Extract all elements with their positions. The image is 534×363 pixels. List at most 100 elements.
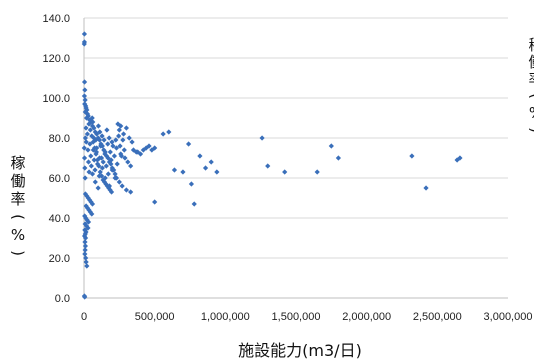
data-point xyxy=(202,165,209,171)
y-tick-label: 80.0 xyxy=(49,133,70,145)
right-axis-title-char: 稼 xyxy=(528,36,534,54)
data-point xyxy=(185,141,192,147)
data-point xyxy=(120,131,127,137)
data-point xyxy=(106,135,112,141)
data-point xyxy=(88,199,94,205)
data-point xyxy=(92,179,98,185)
data-point xyxy=(85,219,92,225)
data-point xyxy=(328,143,334,149)
data-point xyxy=(82,175,88,181)
data-point xyxy=(82,251,88,257)
x-tick-label: 1,500,000 xyxy=(272,311,321,323)
data-point xyxy=(116,133,122,139)
x-tick-labels: 0 500,000 1,000,000 1,500,000 2,000,000 2,500… xyxy=(81,311,533,323)
data-point xyxy=(102,175,108,181)
data-point xyxy=(82,239,88,245)
data-point xyxy=(105,171,111,177)
data-point xyxy=(82,101,88,107)
data-point xyxy=(109,167,115,173)
data-point xyxy=(85,159,92,165)
right-axis-title-char: ( xyxy=(527,93,534,99)
data-point xyxy=(87,141,93,147)
data-point xyxy=(99,165,105,171)
y-tick-label: 100.0 xyxy=(42,93,70,105)
right-axis-title: 稼働率 (%) xyxy=(527,36,534,133)
data-point xyxy=(98,155,105,161)
data-point xyxy=(82,97,88,103)
data-point xyxy=(335,155,341,161)
data-point xyxy=(160,131,166,137)
data-point xyxy=(191,201,197,207)
data-point xyxy=(91,125,97,131)
data-point xyxy=(180,169,186,175)
data-point xyxy=(106,183,113,189)
data-point xyxy=(409,153,415,159)
data-point xyxy=(152,145,158,151)
data-point xyxy=(93,149,100,155)
data-point xyxy=(101,179,108,185)
data-point xyxy=(84,131,90,137)
data-point xyxy=(105,141,111,147)
data-point xyxy=(89,211,95,217)
data-point xyxy=(82,165,88,171)
data-point xyxy=(95,135,101,141)
x-tick-label: 1,000,000 xyxy=(201,311,250,323)
data-point xyxy=(82,213,88,219)
data-point xyxy=(96,173,102,179)
data-point xyxy=(96,137,103,143)
data-point xyxy=(113,137,119,143)
data-point xyxy=(83,255,89,261)
data-point xyxy=(91,157,97,163)
y-axis-title: 稼働率 (%) xyxy=(9,154,27,256)
right-axis-title-char: 働 xyxy=(528,53,534,71)
data-point xyxy=(112,175,118,181)
y-axis-title-char: ) xyxy=(9,250,27,256)
data-point xyxy=(113,145,120,151)
data-point xyxy=(146,143,152,149)
data-point xyxy=(81,155,88,161)
data-point xyxy=(82,87,88,93)
right-axis-title-char: 率 xyxy=(528,70,534,88)
data-point xyxy=(126,135,132,141)
right-axis-title-char: ) xyxy=(527,127,534,133)
data-point xyxy=(81,145,87,151)
data-point xyxy=(108,189,115,195)
data-point xyxy=(82,235,89,241)
data-point xyxy=(81,79,88,85)
data-point xyxy=(116,179,122,185)
data-point xyxy=(81,31,88,37)
data-point xyxy=(112,171,118,177)
data-point xyxy=(102,151,108,157)
data-point xyxy=(100,177,106,183)
y-axis-title-char: 率 xyxy=(10,190,25,208)
data-point xyxy=(188,181,195,187)
data-point xyxy=(83,139,89,145)
data-point xyxy=(82,294,88,300)
y-axis-title-char: 働 xyxy=(10,172,25,190)
data-point xyxy=(84,263,90,269)
y-axis-title-char: ( xyxy=(9,214,27,220)
data-point xyxy=(208,159,214,165)
data-point xyxy=(86,121,92,127)
data-point xyxy=(314,169,320,175)
data-point xyxy=(119,183,125,189)
data-point xyxy=(137,151,144,157)
gridlines xyxy=(84,17,508,299)
data-point xyxy=(152,199,158,205)
x-tick-label: 3,000,000 xyxy=(484,311,533,323)
data-point xyxy=(97,129,103,135)
data-point xyxy=(83,125,89,131)
data-point xyxy=(97,169,103,175)
data-point xyxy=(121,147,127,153)
y-tick-labels: 0.0 20.0 40.0 60.0 80.0 100.0 120.0 140.0 xyxy=(42,13,70,305)
data-point xyxy=(94,131,100,137)
data-point xyxy=(214,169,220,175)
data-point xyxy=(107,149,113,155)
data-point xyxy=(89,201,96,207)
data-point xyxy=(122,155,128,161)
data-point xyxy=(85,147,91,153)
data-point xyxy=(88,163,94,169)
data-point xyxy=(117,143,123,149)
data-point xyxy=(128,189,134,195)
data-point xyxy=(100,159,106,165)
